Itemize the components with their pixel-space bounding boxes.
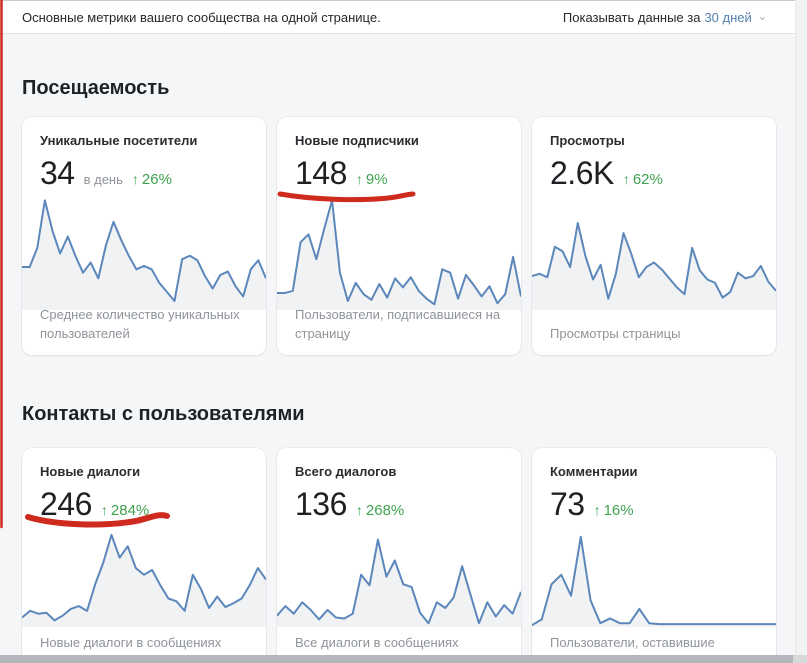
card-title: Комментарии — [550, 464, 638, 479]
up-arrow-icon: ↑ — [100, 502, 108, 518]
period-label: Показывать данные за — [562, 9, 701, 25]
page-subtitle: Основные метрики вашего сообщества на од… — [22, 9, 381, 25]
card-caption: Пользователи, оставившие — [550, 635, 715, 650]
up-arrow-icon: ↑ — [622, 171, 630, 187]
card-delta-percent: 284% — [110, 502, 150, 519]
card-title: Новые подписчики — [295, 133, 419, 148]
card-title: Уникальные посетители — [40, 133, 198, 148]
card-delta: ↑ 9% — [356, 171, 388, 188]
card-value: 73 — [550, 486, 585, 522]
card-caption: Пользователи, подписавшиеся на страницу — [295, 307, 501, 342]
metric-card: Комментарии 73 ↑ 16% Пользователи, оставивши… — [532, 448, 776, 663]
card-chart — [277, 532, 521, 627]
card-value: 148 — [295, 155, 347, 191]
card-value-row: 148 ↑ 9% — [295, 155, 388, 192]
horizontal-scrollbar-track-end — [793, 655, 807, 663]
card-value: 136 — [295, 486, 347, 522]
card-caption: Просмотры страницы — [550, 326, 681, 342]
card-delta-percent: 62% — [632, 171, 663, 188]
card-delta-percent: 16% — [603, 502, 634, 519]
card-delta: ↑ 62% — [623, 171, 663, 188]
card-chart — [22, 197, 266, 310]
card-value-row: 2.6K ↑ 62% — [550, 155, 663, 192]
card-value-row: 73 ↑ 16% — [550, 486, 634, 523]
card-title: Просмотры — [550, 133, 625, 148]
metric-card: Просмотры 2.6K ↑ 62% Просмотры страницы — [532, 117, 776, 355]
up-arrow-icon: ↑ — [355, 502, 363, 518]
card-value-row: 34 в день ↑ 26% — [40, 155, 172, 192]
card-caption: Новые диалоги в сообщениях — [40, 635, 222, 650]
vertical-scrollbar-track[interactable] — [795, 0, 807, 663]
period-selector[interactable]: Показывать данные за 30 дней ⌄ — [563, 10, 767, 25]
card-chart — [22, 532, 266, 627]
card-row: Уникальные посетители 34 в день ↑ 26% Среднее… — [22, 117, 776, 355]
card-value: 34 — [40, 155, 75, 191]
topbar: Основные метрики вашего сообщества на од… — [0, 0, 795, 34]
card-caption: Среднее количество уникальных пользовате… — [40, 307, 240, 342]
card-value-row: 136 ↑ 268% — [295, 486, 404, 523]
card-delta-percent: 268% — [365, 502, 405, 519]
card-delta: ↑ 284% — [101, 502, 149, 519]
metrics-content: Посещаемость Уникальные посетители 34 в ден… — [22, 34, 776, 663]
card-chart — [277, 197, 521, 310]
card-delta-percent: 9% — [365, 171, 388, 188]
card-value-row: 246 ↑ 284% — [40, 486, 149, 523]
card-delta: ↑ 268% — [356, 502, 404, 519]
card-delta: ↑ 26% — [132, 171, 172, 188]
horizontal-scrollbar-thumb[interactable] — [0, 655, 793, 663]
metric-card: Новые подписчики 148 ↑ 9% Пользователи, подп… — [277, 117, 521, 355]
up-arrow-icon: ↑ — [593, 502, 601, 518]
card-delta: ↑ 16% — [594, 502, 634, 519]
chevron-down-icon: ⌄ — [757, 10, 767, 23]
metric-card: Новые диалоги 246 ↑ 284% Новые диалоги в соо… — [22, 448, 266, 663]
card-title: Новые диалоги — [40, 464, 141, 479]
card-chart — [532, 532, 776, 627]
up-arrow-icon: ↑ — [131, 171, 139, 187]
up-arrow-icon: ↑ — [355, 171, 363, 187]
section-title: Контакты с пользователями — [22, 403, 305, 425]
metric-card: Всего диалогов 136 ↑ 268% Все диалоги в сооб… — [277, 448, 521, 663]
metric-card: Уникальные посетители 34 в день ↑ 26% Среднее… — [22, 117, 266, 355]
period-value-link[interactable]: 30 дней — [704, 9, 752, 25]
card-chart — [532, 197, 776, 310]
card-value: 2.6K — [550, 155, 614, 191]
card-row: Новые диалоги 246 ↑ 284% Новые диалоги в соо… — [22, 448, 776, 663]
card-title: Всего диалогов — [295, 464, 397, 479]
card-delta-percent: 26% — [141, 171, 172, 188]
card-caption: Все диалоги в сообщениях — [295, 635, 459, 650]
section-title: Посещаемость — [22, 77, 170, 99]
card-value: 246 — [40, 486, 92, 522]
card-value-suffix: в день — [83, 172, 123, 187]
